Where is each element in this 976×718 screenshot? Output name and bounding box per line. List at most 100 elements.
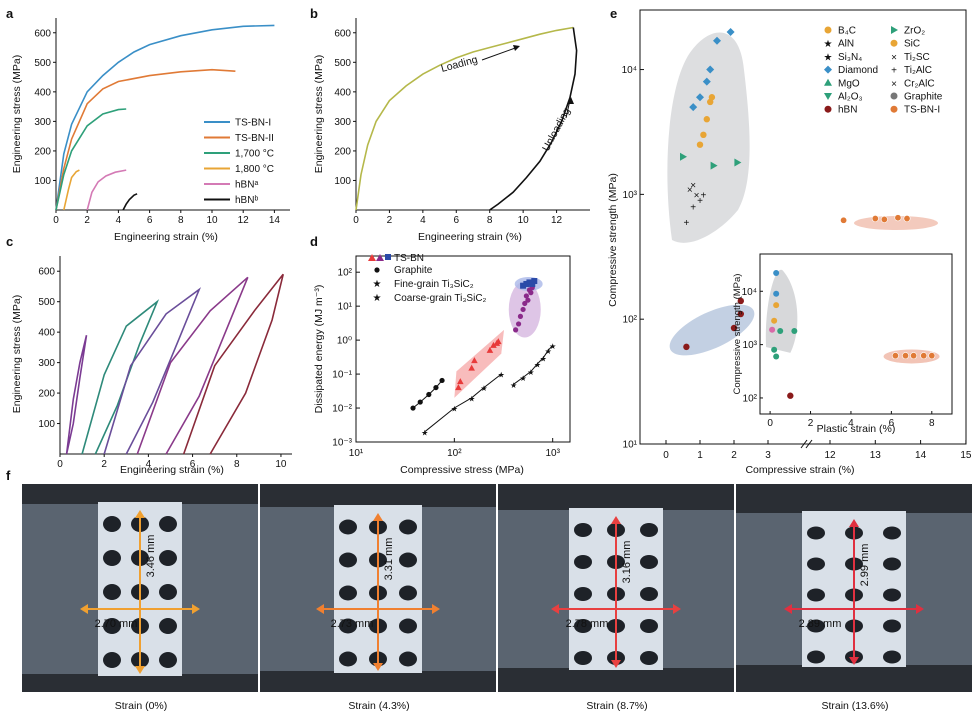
inset-data-point	[771, 346, 778, 353]
data-point	[706, 65, 715, 74]
panel-letter-b: b	[310, 6, 318, 21]
specimen-hole	[574, 619, 592, 633]
data-point	[486, 346, 494, 353]
legend-entry: Ti₂SC	[904, 52, 930, 63]
x-tick-label: 6	[190, 459, 196, 470]
x-tick-label: 1	[697, 450, 703, 461]
x-tick-label: 10³	[545, 448, 560, 459]
width-arrow-head	[784, 604, 792, 614]
series-line-0	[55, 24, 275, 211]
panel-d-frame	[355, 255, 571, 443]
width-arrow-head	[80, 604, 88, 614]
y-tick-label: 400	[34, 87, 51, 98]
data-point	[410, 405, 416, 411]
y-tick-label: 600	[334, 28, 351, 39]
y-tick-label: 600	[38, 267, 55, 278]
data-point: ★	[545, 347, 552, 356]
width-arrow-head	[673, 604, 681, 614]
x-tick-label: 4	[420, 215, 426, 226]
specimen-hole	[574, 651, 592, 665]
legend-entry: TS-BN-I	[904, 105, 940, 116]
specimen-hole	[103, 618, 121, 634]
specimen-hole	[399, 651, 417, 667]
series-line-5	[122, 193, 138, 211]
data-point	[730, 324, 738, 332]
legend-entry: hBNᵇ	[235, 195, 258, 206]
inset-data-point	[773, 353, 780, 360]
legend-marker: +	[891, 66, 897, 77]
inset-data-point	[771, 317, 778, 324]
data-point: ×	[687, 185, 693, 196]
specimen-hole	[339, 585, 357, 601]
specimen-hole	[807, 650, 825, 664]
inset-ylabel: Compressive strength (MPa)	[732, 274, 743, 395]
data-point	[455, 384, 462, 391]
data-point	[517, 313, 524, 319]
data-point	[734, 158, 742, 167]
data-point	[525, 297, 531, 303]
legend-entry: AlN	[838, 39, 854, 50]
series-line-4	[86, 169, 127, 211]
y-tick-label: 200	[38, 389, 55, 400]
panel-b-ylabel: Engineering stress (MPa)	[313, 55, 325, 173]
y-tick-label: 100	[38, 419, 55, 430]
series-line-4	[182, 273, 284, 455]
legend-marker	[385, 254, 391, 260]
specimen-hole	[807, 619, 825, 633]
y-tick-label: 400	[38, 328, 55, 339]
x-tick-label: 0	[663, 450, 669, 461]
data-point: +	[700, 190, 706, 201]
bottom-platen	[736, 665, 972, 692]
data-point	[700, 131, 707, 139]
specimen-hole	[399, 552, 417, 568]
data-point	[523, 280, 530, 287]
inset-data-point	[773, 290, 780, 297]
data-point	[703, 116, 710, 123]
specimen-hole	[574, 587, 592, 601]
data-point	[713, 36, 721, 45]
data-point	[439, 377, 445, 384]
data-point	[471, 357, 478, 364]
series-line-2	[103, 287, 202, 455]
data-point	[531, 278, 538, 285]
data-point	[495, 338, 502, 345]
y-tick-label: 200	[334, 146, 351, 157]
loading-arrow	[481, 46, 519, 61]
legend-marker	[890, 105, 898, 113]
data-point	[840, 216, 848, 224]
x-tick-label: 8	[487, 215, 493, 226]
y-tick-label: 10²	[338, 268, 353, 279]
data-point	[710, 161, 718, 170]
data-point: ★	[534, 360, 541, 369]
specimen-hole	[159, 584, 177, 600]
inset-x-tick-label: 0	[767, 418, 773, 429]
legend-marker	[824, 105, 832, 113]
specimen-hole	[103, 584, 121, 600]
inset-hbn-point	[787, 392, 794, 399]
fit-line	[424, 373, 502, 433]
panel-letter-c: c	[6, 234, 13, 249]
series-line-0	[355, 26, 574, 211]
width-arrow-head	[551, 604, 559, 614]
inset-x-tick-label: 6	[889, 418, 895, 429]
loading-arrow-head	[513, 45, 520, 51]
inset-data-point	[777, 327, 784, 334]
y-tick-label: 300	[34, 117, 51, 128]
legend-marker	[824, 65, 832, 74]
data-point	[522, 300, 528, 307]
legend-entry: TS-BN	[394, 253, 424, 264]
photo-caption: Strain (4.3%)	[348, 700, 410, 712]
data-point: +	[697, 196, 703, 207]
data-point: ×	[690, 180, 696, 191]
height-value: 2.99 mm	[859, 544, 871, 587]
panel-a-ylabel: Engineering stress (MPa)	[11, 55, 23, 173]
legend-entry: B₄C	[838, 26, 856, 37]
y-tick-label: 10¹	[338, 302, 353, 313]
ts-bn-red-region	[454, 329, 505, 398]
height-value: 3.46 mm	[145, 535, 157, 578]
bottom-platen	[498, 668, 734, 692]
x-tick-label: 14	[269, 215, 281, 226]
specimen-hole	[640, 619, 658, 633]
x-tick-label: 8	[178, 215, 184, 226]
y-tick-label: 10⁴	[622, 65, 637, 76]
